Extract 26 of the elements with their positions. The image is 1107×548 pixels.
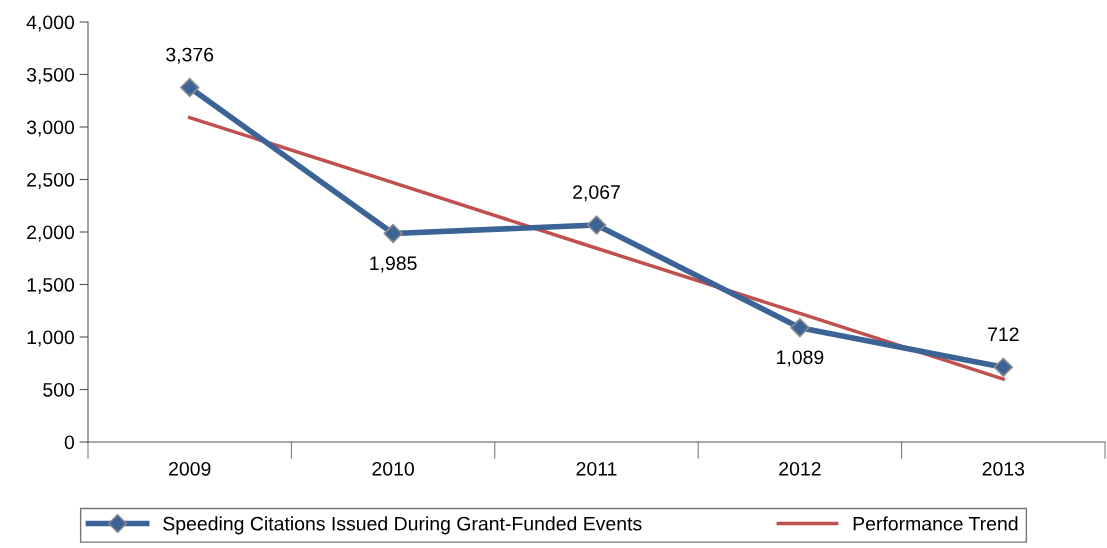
data-label: 1,985 bbox=[370, 256, 417, 273]
legend-label: Speeding Citations Issued During Grant-Funded Events bbox=[163, 516, 642, 535]
x-tick-label: 2013 bbox=[982, 461, 1025, 476]
y-tick-label: 2,000 bbox=[27, 225, 75, 242]
y-tick-label: 3,000 bbox=[26, 120, 75, 137]
data-label: 2,067 bbox=[573, 185, 620, 202]
x-tick-label: 2009 bbox=[169, 461, 211, 476]
data-label: 3,376 bbox=[166, 47, 214, 64]
y-tick-label: 2,500 bbox=[27, 172, 75, 190]
x-tick-label: 2012 bbox=[779, 461, 821, 476]
point bbox=[586, 215, 607, 235]
point bbox=[790, 317, 810, 338]
y-tick-label: 3,500 bbox=[26, 67, 75, 85]
point bbox=[993, 357, 1013, 377]
data-label: 712 bbox=[988, 327, 1019, 341]
y-tick-label: 1,000 bbox=[27, 330, 75, 347]
y-tick-label: 1,500 bbox=[27, 277, 75, 295]
legend-label: Performance Trend bbox=[853, 516, 1018, 531]
y-tick-label: 0 bbox=[64, 435, 75, 450]
x-tick-label: 2010 bbox=[372, 461, 414, 476]
y-tick-label: 500 bbox=[43, 382, 75, 397]
point bbox=[383, 223, 403, 244]
y-tick-label: 4,000 bbox=[26, 15, 75, 32]
point bbox=[180, 77, 200, 98]
x-tick-label: 2011 bbox=[576, 461, 617, 476]
data-label: 1,089 bbox=[777, 350, 824, 367]
